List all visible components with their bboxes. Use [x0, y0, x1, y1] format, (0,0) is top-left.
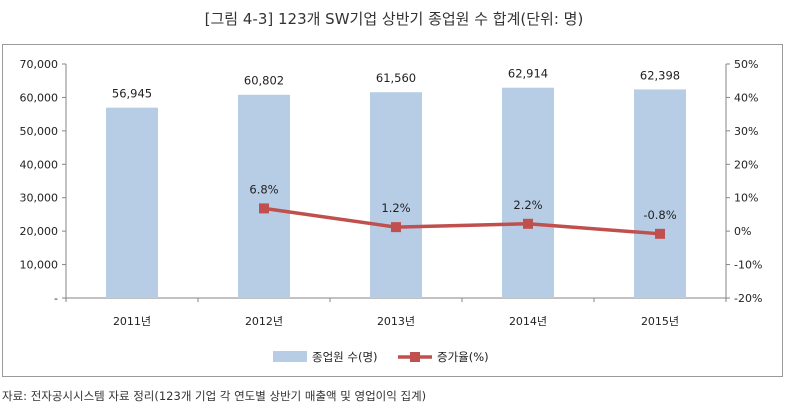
source-note: 자료: 전자공시시스템 자료 정리(123개 기업 각 연도별 상반기 매출액 …: [2, 389, 427, 403]
left-axis-tick-label: -: [54, 292, 58, 305]
line-data-label: 6.8%: [249, 182, 278, 196]
legend-line-label: 증가율(%): [437, 350, 489, 364]
right-axis-tick-label: 20%: [734, 158, 758, 171]
bar: [238, 94, 290, 299]
left-axis-tick-label: 60,000: [20, 91, 59, 104]
line-data-label: 2.2%: [513, 198, 542, 212]
left-axis-tick-label: 20,000: [20, 225, 59, 238]
bar: [370, 92, 422, 298]
growth-rate-marker: [523, 218, 533, 229]
chart-frame: [2, 44, 783, 377]
x-axis-tick-label: 2014년: [509, 315, 547, 328]
bar: [106, 107, 158, 299]
x-axis-tick-label: 2013년: [377, 315, 415, 328]
line-data-label: 1.2%: [381, 201, 410, 215]
left-axis-tick-label: 50,000: [20, 125, 59, 138]
right-axis-tick-label: 30%: [734, 125, 758, 138]
left-axis-tick-label: 70,000: [20, 58, 59, 71]
left-axis-tick-label: 40,000: [20, 158, 59, 171]
x-axis-tick-label: 2012년: [245, 315, 283, 328]
growth-rate-line: [263, 206, 661, 236]
right-axis-tick-label: 40%: [734, 91, 758, 104]
chart-title: [그림 4-3] 123개 SW기업 상반기 종업원 수 합계(단위: 명): [204, 10, 584, 28]
bar-data-label: 56,945: [112, 87, 152, 101]
right-axis-tick-label: 10%: [734, 192, 758, 205]
right-axis-tick-label: -20%: [734, 292, 762, 305]
legend-bar-swatch: [273, 351, 307, 362]
left-axis-tick-label: 30,000: [20, 192, 59, 205]
legend-bar-label: 종업원 수(명): [312, 350, 378, 364]
right-axis-tick-label: -10%: [734, 259, 762, 272]
right-axis-tick-label: 50%: [734, 58, 758, 71]
bar-data-label: 62,398: [640, 68, 680, 82]
legend-line-marker: [410, 352, 420, 362]
line-data-label: -0.8%: [643, 208, 676, 222]
bar: [502, 87, 554, 298]
growth-rate-marker: [655, 228, 665, 239]
growth-rate-marker: [259, 203, 269, 214]
growth-rate-marker: [391, 222, 401, 233]
right-axis-tick-label: 0%: [734, 225, 751, 238]
left-axis-tick-label: 10,000: [20, 259, 59, 272]
x-axis-tick-label: 2011년: [113, 315, 151, 328]
bar: [634, 89, 686, 298]
bar-data-label: 62,914: [508, 67, 548, 81]
bar-data-label: 61,560: [376, 71, 416, 85]
bar-data-label: 60,802: [244, 74, 284, 88]
x-axis-tick-label: 2015년: [641, 315, 679, 328]
